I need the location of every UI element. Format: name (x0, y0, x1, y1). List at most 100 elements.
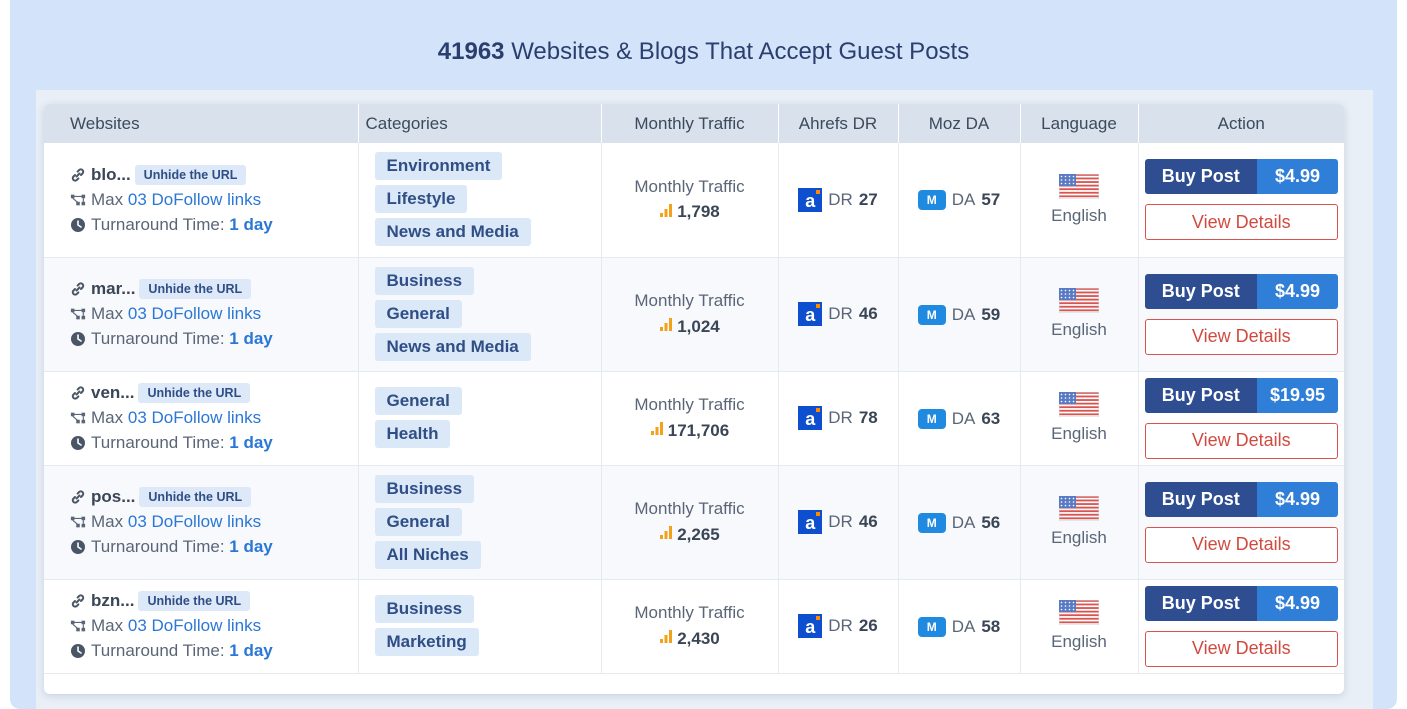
buy-post-button[interactable]: Buy Post $4.99 (1144, 273, 1338, 309)
col-websites[interactable]: Websites (44, 104, 359, 143)
category-tag[interactable]: General (374, 507, 462, 536)
site-name: bzn... (91, 591, 135, 610)
language-cell: English (1020, 143, 1139, 258)
dr-label: DR (828, 616, 853, 635)
website-cell: bzn... Unhide the URL Max 03 DoFollow link… (44, 579, 359, 674)
category-tag[interactable]: News and Media (374, 218, 531, 247)
us-flag-icon (1058, 287, 1100, 318)
col-monthly-traffic[interactable]: Monthly Traffic (601, 104, 779, 143)
moz-icon: M (917, 616, 946, 637)
dr-label: DR (828, 512, 853, 531)
buy-post-price[interactable]: $4.99 (1257, 159, 1338, 195)
website-cell: blo... Unhide the URL Max 03 DoFollow link… (44, 143, 359, 258)
buy-post-label[interactable]: Buy Post (1144, 159, 1257, 195)
websites-table-card: Websites Categories Monthly Traffic Ahre… (44, 104, 1344, 694)
buy-post-button[interactable]: Buy Post $4.99 (1144, 481, 1338, 517)
websites-table: Websites Categories Monthly Traffic Ahre… (44, 104, 1344, 674)
max-label: Max (91, 304, 124, 323)
view-details-button[interactable]: View Details (1144, 204, 1338, 241)
unhide-url-button[interactable]: Unhide the URL (138, 591, 251, 611)
da-label: DA (951, 304, 976, 324)
view-details-button[interactable]: View Details (1144, 422, 1338, 459)
category-tag[interactable]: General (374, 299, 462, 328)
da-value: 58 (981, 616, 1001, 636)
buy-post-price[interactable]: $4.99 (1257, 273, 1338, 309)
da-value: 59 (981, 304, 1001, 324)
turnaround-label: Turnaround Time: (91, 537, 225, 556)
category-tag[interactable]: News and Media (374, 332, 531, 361)
network-icon (70, 619, 86, 633)
category-tag[interactable]: All Niches (374, 540, 481, 569)
category-tag[interactable]: Lifestyle (374, 185, 468, 214)
ahrefs-icon: a (798, 614, 823, 638)
turnaround-value: 1 day (229, 214, 273, 234)
buy-post-button[interactable]: Buy Post $19.95 (1144, 377, 1338, 413)
unhide-url-button[interactable]: Unhide the URL (139, 487, 252, 507)
category-tag[interactable]: General (374, 387, 462, 415)
language-label: English (1051, 424, 1107, 443)
action-cell: Buy Post $4.99 View Details (1138, 257, 1344, 372)
table-row: ven... Unhide the URL Max 03 DoFollow link… (44, 371, 1344, 466)
language-label: English (1051, 320, 1107, 339)
buy-post-label[interactable]: Buy Post (1144, 273, 1257, 309)
categories-cell: Business General All Niches (358, 465, 602, 580)
us-flag-icon (1058, 495, 1100, 526)
table-header: Websites Categories Monthly Traffic Ahre… (44, 104, 1344, 143)
link-icon (70, 281, 86, 297)
view-details-button[interactable]: View Details (1144, 318, 1338, 355)
unhide-url-button[interactable]: Unhide the URL (138, 383, 251, 403)
turnaround-value: 1 day (229, 537, 273, 556)
col-ahrefs-dr[interactable]: Ahrefs DR (778, 104, 899, 143)
table-row: bzn... Unhide the URL Max 03 DoFollow link… (44, 579, 1344, 674)
traffic-label: Monthly Traffic (634, 499, 745, 518)
ahrefs-icon: a (798, 302, 823, 326)
website-cell: mar... Unhide the URL Max 03 DoFollow link… (44, 257, 359, 372)
category-tag[interactable]: Health (374, 420, 451, 448)
buy-post-price[interactable]: $4.99 (1257, 481, 1338, 517)
category-tag[interactable]: Marketing (374, 628, 479, 656)
col-categories[interactable]: Categories (358, 104, 602, 143)
website-cell: ven... Unhide the URL Max 03 DoFollow link… (44, 371, 359, 466)
action-cell: Buy Post $4.99 View Details (1138, 465, 1344, 580)
dr-value: 78 (858, 408, 878, 427)
traffic-cell: Monthly Traffic 1,798 (601, 143, 779, 258)
category-tag[interactable]: Business (374, 595, 475, 623)
max-label: Max (91, 512, 124, 531)
moz-icon: M (917, 190, 946, 211)
view-details-button[interactable]: View Details (1144, 526, 1338, 563)
dr-label: DR (828, 189, 853, 209)
unhide-url-button[interactable]: Unhide the URL (134, 164, 247, 185)
moz-icon: M (917, 408, 946, 429)
buy-post-button[interactable]: Buy Post $4.99 (1144, 585, 1338, 621)
max-label: Max (91, 189, 124, 209)
buy-post-label[interactable]: Buy Post (1144, 585, 1257, 621)
unhide-url-button[interactable]: Unhide the URL (139, 279, 252, 299)
turnaround-value: 1 day (229, 641, 273, 660)
moz-cell: M DA 58 (898, 579, 1021, 674)
col-moz-da[interactable]: Moz DA (898, 104, 1021, 143)
col-language[interactable]: Language (1020, 104, 1139, 143)
traffic-bars-icon (659, 524, 673, 545)
traffic-label: Monthly Traffic (634, 395, 745, 414)
buy-post-button[interactable]: Buy Post $4.99 (1144, 159, 1338, 195)
traffic-bars-icon (659, 202, 673, 223)
traffic-value: 1,798 (677, 202, 720, 222)
buy-post-label[interactable]: Buy Post (1144, 481, 1257, 517)
dr-label: DR (828, 408, 853, 427)
category-tag[interactable]: Business (374, 474, 475, 503)
category-tag[interactable]: Business (374, 266, 475, 295)
network-icon (70, 411, 86, 425)
buy-post-price[interactable]: $19.95 (1257, 377, 1338, 413)
dr-value: 46 (858, 304, 878, 323)
buy-post-price[interactable]: $4.99 (1257, 585, 1338, 621)
da-label: DA (951, 512, 976, 532)
traffic-cell: Monthly Traffic 1,024 (601, 257, 779, 372)
turnaround-label: Turnaround Time: (91, 433, 225, 452)
traffic-value: 171,706 (667, 420, 730, 440)
ahrefs-cell: a DR 46 (778, 257, 899, 372)
view-details-button[interactable]: View Details (1144, 630, 1338, 667)
websites-count: 41963 (437, 38, 505, 65)
buy-post-label[interactable]: Buy Post (1144, 377, 1257, 413)
traffic-cell: Monthly Traffic 2,265 (601, 465, 779, 580)
category-tag[interactable]: Environment (374, 152, 503, 181)
